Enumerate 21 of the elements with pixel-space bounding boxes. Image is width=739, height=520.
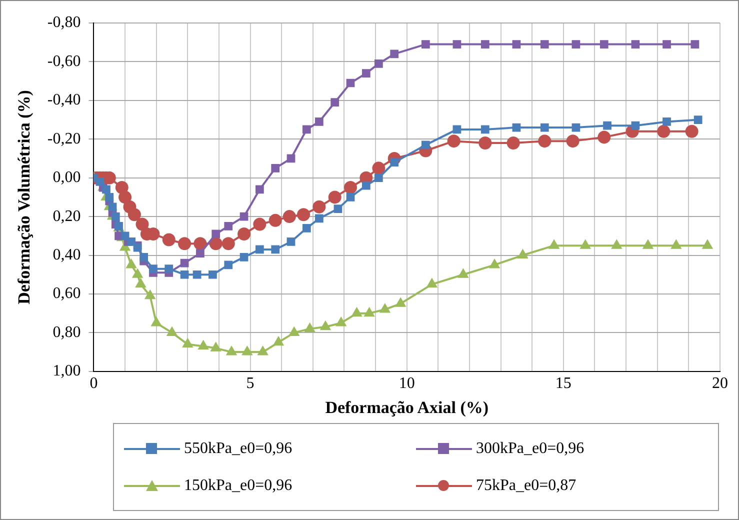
y-tick-label: -0,60 — [47, 52, 81, 70]
y-tick-label: 0,20 — [52, 208, 81, 225]
y-tick-label: 0,60 — [52, 285, 81, 302]
x-tick-label: 15 — [555, 375, 572, 392]
x-axis-title: Deformação Axial (%) — [325, 398, 489, 418]
x-tick-label: 0 — [90, 375, 98, 392]
legend-label: 150kPa_e0=0,96 — [184, 476, 292, 494]
legend-label: 75kPa_e0=0,87 — [476, 476, 576, 494]
legend-label: 300kPa_e0=0,96 — [476, 440, 584, 458]
y-tick-label: 1,00 — [52, 362, 81, 380]
legend-label: 550kPa_e0=0,96 — [184, 440, 292, 458]
x-tick-label: 20 — [712, 375, 728, 392]
y-tick-label: 0,80 — [52, 324, 81, 341]
x-tick-label: 10 — [398, 375, 415, 392]
y-tick-label: -0,40 — [47, 92, 81, 109]
x-tick-label: 5 — [246, 375, 254, 392]
y-tick-label: -0,20 — [47, 130, 81, 148]
y-axis-title: Deformação Volumétrica (%) — [14, 90, 34, 304]
y-tick-label: 0,40 — [52, 246, 81, 264]
y-tick-label: 0,00 — [52, 169, 81, 186]
y-tick-label: -0,80 — [47, 14, 81, 32]
